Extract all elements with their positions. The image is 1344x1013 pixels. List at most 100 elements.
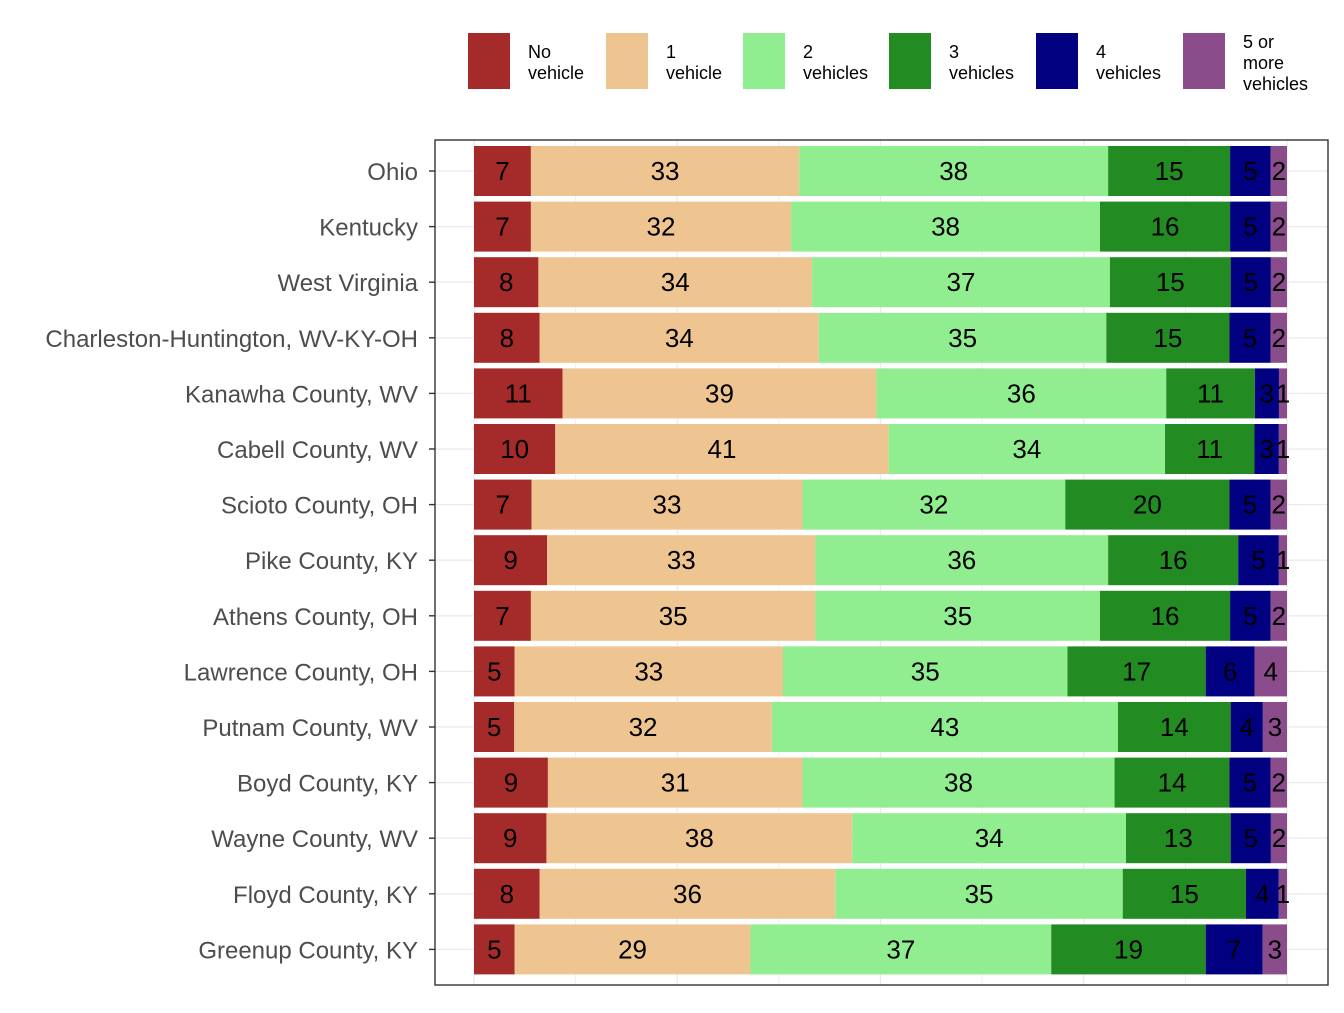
y-tick-label-boyd-county-ky: Boyd County, KY — [237, 771, 418, 798]
y-tick-label-floyd-county-ky: Floyd County, KY — [233, 882, 418, 909]
value-label-no-vehicle-lawrence-county-oh: 5 — [487, 656, 501, 686]
bar-segment-4-vehicles-wayne-county-wv — [1230, 813, 1271, 864]
value-label-1-vehicle-boyd-county-ky: 31 — [661, 768, 690, 798]
value-label-4-vehicles-cabell-county-wv: 3 — [1259, 434, 1273, 464]
bar-segment-no-vehicle-boyd-county-ky — [474, 757, 548, 808]
bar-segment-no-vehicle-cabell-county-wv — [474, 424, 556, 474]
bar-segment-2-vehicles-greenup-county-ky — [750, 924, 1052, 975]
value-label-2-vehicles-scioto-county-oh: 32 — [919, 490, 948, 520]
value-label-2-vehicles-greenup-county-ky: 37 — [886, 934, 915, 964]
bar-segment-5-or-more-vehicles-kanawha-county-wv — [1278, 368, 1287, 419]
value-label-5-or-more-vehicles-athens-county-oh: 2 — [1272, 601, 1286, 631]
bar-segment-1-vehicle-lawrence-county-oh — [514, 646, 783, 697]
bar-segment-2-vehicles-wayne-county-wv — [852, 813, 1127, 864]
legend-label-3-vehicles: 3 — [949, 42, 959, 62]
bar-segment-3-vehicles-floyd-county-ky — [1122, 868, 1246, 919]
legend-key-4-vehicles — [1036, 33, 1078, 89]
y-tick-label-charleston-huntington-wv-ky-oh: Charleston-Huntington, WV-KY-OH — [45, 326, 418, 353]
legend-label-2-vehicles: 2 — [803, 42, 813, 62]
bar-segment-3-vehicles-charleston-huntington-wv-ky-oh — [1106, 312, 1230, 363]
bar-segment-2-vehicles-ohio — [799, 146, 1109, 196]
value-label-5-or-more-vehicles-greenup-county-ky: 3 — [1268, 934, 1282, 964]
bar-segment-3-vehicles-kanawha-county-wv — [1166, 368, 1255, 419]
value-label-no-vehicle-pike-county-ky: 9 — [503, 545, 517, 575]
legend-label-5-or-more-vehicles: vehicles — [1243, 74, 1308, 94]
value-label-no-vehicle-ohio: 7 — [495, 156, 509, 186]
legend-label-3-vehicles: vehicles — [949, 63, 1014, 83]
value-label-4-vehicles-pike-county-ky: 5 — [1251, 545, 1265, 575]
bar-segment-5-or-more-vehicles-scioto-county-oh — [1270, 479, 1287, 530]
value-label-3-vehicles-putnam-county-wv: 14 — [1160, 712, 1189, 742]
value-label-4-vehicles-putnam-county-wv: 4 — [1240, 712, 1254, 742]
value-label-2-vehicles-putnam-county-wv: 43 — [930, 712, 959, 742]
bar-segment-no-vehicle-floyd-county-ky — [474, 868, 540, 919]
value-label-1-vehicle-scioto-county-oh: 33 — [653, 490, 682, 520]
value-label-1-vehicle-wayne-county-wv: 38 — [685, 823, 714, 853]
value-label-3-vehicles-athens-county-oh: 16 — [1151, 601, 1180, 631]
value-label-4-vehicles-ohio: 5 — [1243, 156, 1257, 186]
value-label-5-or-more-vehicles-cabell-county-wv: 1 — [1276, 434, 1290, 464]
bar-segment-3-vehicles-cabell-county-wv — [1165, 424, 1255, 474]
bar-segment-3-vehicles-boyd-county-ky — [1114, 757, 1230, 808]
bar-segment-4-vehicles-floyd-county-ky — [1245, 868, 1279, 919]
bar-segment-3-vehicles-pike-county-ky — [1108, 535, 1239, 586]
bar-segment-1-vehicle-ohio — [530, 146, 800, 196]
bar-segment-5-or-more-vehicles-kentucky — [1270, 201, 1287, 252]
bar-segment-1-vehicle-greenup-county-ky — [514, 924, 751, 975]
bar-segment-1-vehicle-floyd-county-ky — [539, 868, 836, 919]
bar-segment-2-vehicles-charleston-huntington-wv-ky-oh — [818, 312, 1107, 363]
value-label-2-vehicles-pike-county-ky: 36 — [947, 545, 976, 575]
value-label-2-vehicles-floyd-county-ky: 35 — [965, 879, 994, 909]
value-label-1-vehicle-putnam-county-wv: 32 — [629, 712, 658, 742]
bar-segment-4-vehicles-lawrence-county-oh — [1205, 646, 1255, 697]
bar-segment-no-vehicle-charleston-huntington-wv-ky-oh — [474, 312, 540, 363]
bar-segment-1-vehicle-pike-county-ky — [547, 535, 816, 586]
legend-key-1-vehicle — [606, 33, 648, 89]
bar-segment-1-vehicle-charleston-huntington-wv-ky-oh — [539, 312, 819, 363]
value-label-4-vehicles-lawrence-county-oh: 6 — [1223, 656, 1237, 686]
value-label-no-vehicle-kanawha-county-wv: 11 — [505, 378, 532, 408]
value-label-2-vehicles-wayne-county-wv: 34 — [975, 823, 1004, 853]
value-label-1-vehicle-athens-county-oh: 35 — [659, 601, 688, 631]
value-label-3-vehicles-greenup-county-ky: 19 — [1114, 934, 1143, 964]
bar-segment-1-vehicle-putnam-county-wv — [514, 702, 772, 752]
value-label-4-vehicles-west-virginia: 5 — [1244, 267, 1258, 297]
bar-segment-4-vehicles-greenup-county-ky — [1205, 924, 1263, 975]
value-label-no-vehicle-boyd-county-ky: 9 — [504, 768, 518, 798]
bar-segment-3-vehicles-putnam-county-wv — [1117, 702, 1231, 752]
value-label-3-vehicles-kentucky: 16 — [1151, 212, 1180, 242]
bar-segment-2-vehicles-floyd-county-ky — [835, 868, 1123, 919]
bar-segment-3-vehicles-kentucky — [1100, 201, 1231, 252]
bar-segment-2-vehicles-athens-county-oh — [815, 590, 1101, 641]
value-label-3-vehicles-lawrence-county-oh: 17 — [1122, 656, 1151, 686]
bar-segment-1-vehicle-cabell-county-wv — [555, 424, 889, 474]
bar-segment-4-vehicles-kentucky — [1230, 201, 1271, 252]
legend: Novehicle1vehicle2vehicles3vehicles4vehi… — [468, 32, 1308, 94]
legend-key-no-vehicle — [468, 33, 510, 89]
value-label-2-vehicles-boyd-county-ky: 38 — [944, 768, 973, 798]
y-tick-label-wayne-county-wv: Wayne County, WV — [211, 826, 418, 853]
legend-label-4-vehicles: 4 — [1096, 42, 1106, 62]
value-label-no-vehicle-putnam-county-wv: 5 — [487, 712, 501, 742]
bar-segment-2-vehicles-scioto-county-oh — [802, 479, 1066, 530]
value-label-2-vehicles-athens-county-oh: 35 — [943, 601, 972, 631]
value-label-1-vehicle-lawrence-county-oh: 33 — [634, 656, 663, 686]
value-label-5-or-more-vehicles-kentucky: 2 — [1272, 212, 1286, 242]
value-label-2-vehicles-kanawha-county-wv: 36 — [1007, 378, 1036, 408]
value-label-no-vehicle-charleston-huntington-wv-ky-oh: 8 — [500, 323, 514, 353]
value-label-1-vehicle-kentucky: 32 — [647, 212, 676, 242]
legend-label-2-vehicles: vehicles — [803, 63, 868, 83]
value-label-3-vehicles-charleston-huntington-wv-ky-oh: 15 — [1153, 323, 1182, 353]
legend-label-5-or-more-vehicles: 5 or — [1243, 32, 1274, 52]
value-label-3-vehicles-floyd-county-ky: 15 — [1170, 879, 1199, 909]
y-tick-label-lawrence-county-oh: Lawrence County, OH — [184, 659, 418, 686]
value-label-5-or-more-vehicles-lawrence-county-oh: 4 — [1264, 656, 1278, 686]
value-label-2-vehicles-west-virginia: 37 — [947, 267, 976, 297]
value-label-3-vehicles-cabell-county-wv: 11 — [1196, 434, 1223, 464]
value-label-4-vehicles-scioto-county-oh: 5 — [1243, 490, 1257, 520]
value-label-3-vehicles-pike-county-ky: 16 — [1159, 545, 1188, 575]
bar-segment-no-vehicle-west-virginia — [474, 257, 539, 308]
value-label-3-vehicles-west-virginia: 15 — [1156, 267, 1185, 297]
value-label-2-vehicles-kentucky: 38 — [931, 212, 960, 242]
